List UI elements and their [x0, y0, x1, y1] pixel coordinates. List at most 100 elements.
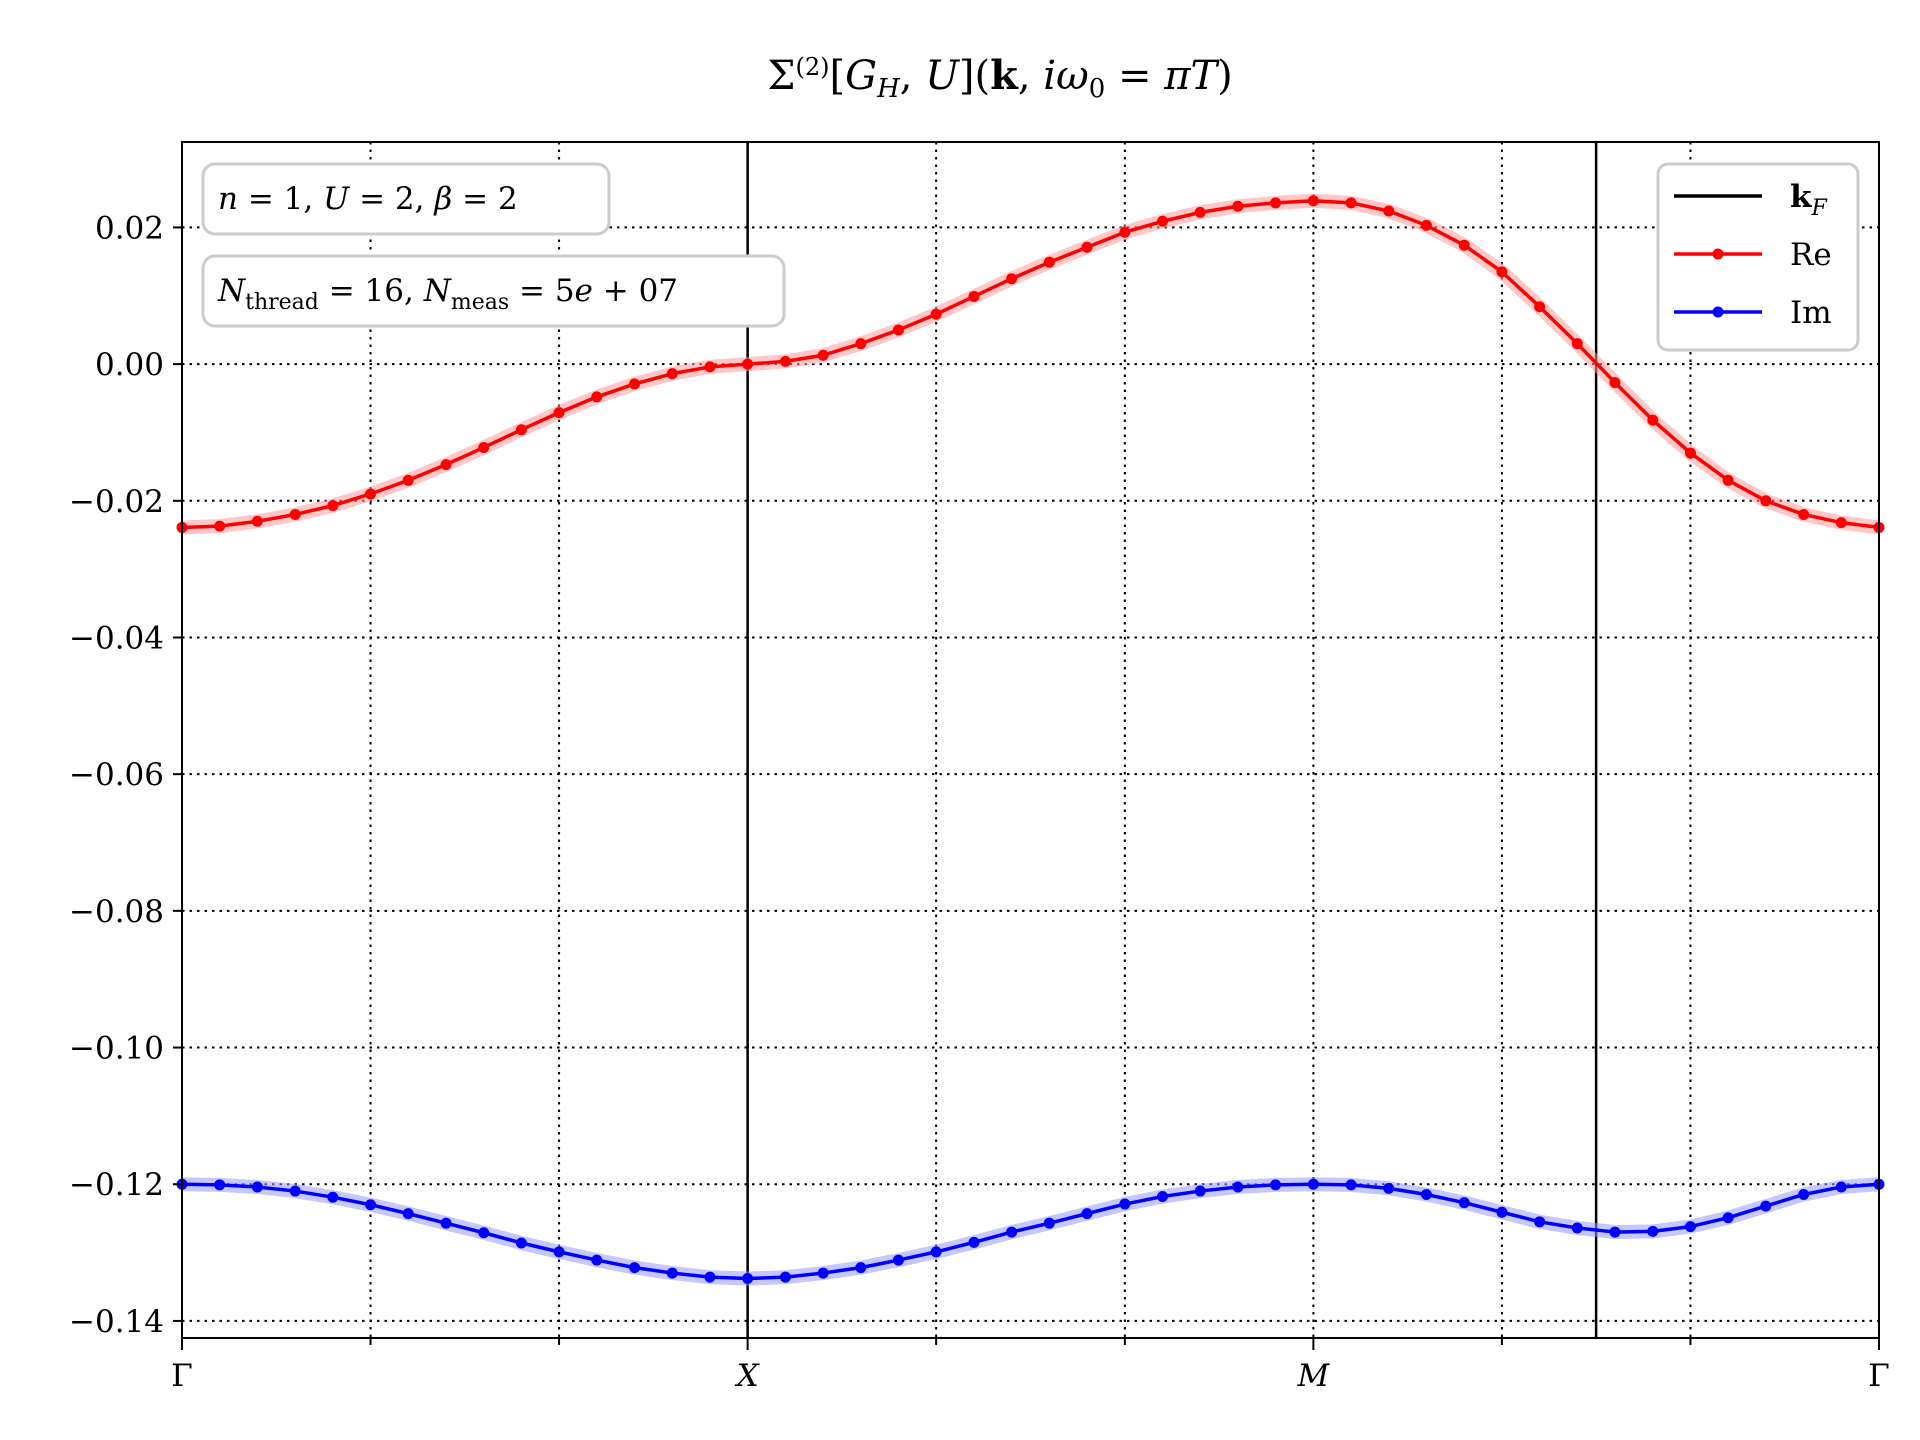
data-point	[1383, 1182, 1395, 1194]
data-point	[704, 1271, 716, 1283]
data-point	[779, 1271, 791, 1283]
data-point	[892, 324, 904, 336]
data-point	[1420, 219, 1432, 231]
data-point	[1006, 273, 1018, 285]
data-series	[176, 193, 1885, 1286]
data-point	[1722, 474, 1734, 486]
data-point	[1722, 1212, 1734, 1224]
data-point	[1157, 1191, 1169, 1203]
data-point	[440, 1217, 452, 1229]
legend-marker	[1712, 248, 1724, 260]
data-point	[1006, 1226, 1018, 1238]
data-point	[478, 1227, 490, 1239]
data-point	[666, 368, 678, 380]
x-tick-label: X	[735, 1358, 761, 1394]
data-point	[553, 1246, 565, 1258]
data-point	[402, 1208, 414, 1220]
y-tick-label: −0.12	[69, 1167, 164, 1203]
data-point	[1534, 1216, 1546, 1228]
x-tick-label: Γ	[1868, 1358, 1890, 1394]
data-point	[855, 1262, 867, 1274]
data-point	[1270, 197, 1282, 209]
data-point	[1420, 1188, 1432, 1200]
chart-title: Σ(2)[GH, U](k, iω0 = πT)	[767, 52, 1233, 104]
data-point	[1571, 1222, 1583, 1234]
data-point	[1647, 414, 1659, 426]
data-point	[1609, 1226, 1621, 1238]
data-point	[704, 361, 716, 373]
data-point	[629, 378, 641, 390]
series-line	[181, 199, 1880, 530]
data-point	[742, 1273, 754, 1285]
data-point	[365, 1199, 377, 1211]
x-tick-label: M	[1297, 1358, 1331, 1394]
grid-lines	[182, 142, 1879, 1338]
data-point	[1081, 241, 1093, 253]
data-point	[1798, 508, 1810, 520]
data-point	[1270, 1179, 1282, 1191]
data-point	[591, 1254, 603, 1266]
data-point	[1307, 195, 1319, 207]
data-point	[742, 358, 754, 370]
data-point	[1232, 1181, 1244, 1193]
legend-entry-im: Im	[1674, 295, 1832, 331]
data-point	[1571, 338, 1583, 350]
data-point	[1534, 301, 1546, 313]
data-point	[892, 1254, 904, 1266]
data-point	[214, 520, 226, 532]
y-tick-label: 0.02	[95, 210, 164, 246]
data-point	[1232, 200, 1244, 212]
x-tick-label: Γ	[171, 1358, 193, 1394]
legend-entry-re: Re	[1674, 237, 1832, 273]
y-tick-label: −0.10	[69, 1031, 164, 1067]
data-point	[402, 474, 414, 486]
plot-area-frame	[181, 141, 1880, 1339]
svg-text:n = 1, U = 2, β = 2: n = 1, U = 2, β = 2	[218, 181, 518, 217]
y-tick-label: 0.00	[95, 347, 164, 383]
data-point	[817, 1267, 829, 1279]
simulation-info-box: Nthread = 16, Nmeas = 5e + 07	[201, 254, 786, 328]
data-point	[1609, 377, 1621, 389]
data-point	[1345, 1179, 1357, 1191]
legend-label: kF	[1790, 179, 1827, 221]
data-point	[515, 1237, 527, 1249]
data-point	[478, 441, 490, 453]
parameter-box: n = 1, U = 2, β = 2	[201, 162, 611, 236]
series-re	[176, 193, 1885, 535]
data-point	[1835, 517, 1847, 529]
data-point	[251, 515, 263, 527]
y-tick-label: −0.02	[69, 484, 164, 520]
data-point	[515, 424, 527, 436]
data-point	[1760, 1200, 1772, 1212]
y-tick-label: −0.04	[69, 620, 164, 656]
legend-box	[1656, 162, 1860, 352]
legend: kF Re Im	[1656, 162, 1860, 352]
y-tick-label: −0.14	[69, 1304, 164, 1340]
fermi-momentum-lines	[746, 142, 1598, 1338]
data-point	[1798, 1188, 1810, 1200]
data-point	[289, 1185, 301, 1197]
data-point	[1383, 205, 1395, 217]
data-point	[666, 1267, 678, 1279]
data-point	[1496, 1206, 1508, 1218]
data-point	[855, 338, 867, 350]
data-point	[1081, 1208, 1093, 1220]
data-point	[440, 459, 452, 471]
y-tick-label: −0.06	[69, 757, 164, 793]
data-point	[251, 1181, 263, 1193]
data-point	[1119, 226, 1131, 238]
data-point	[1345, 197, 1357, 209]
data-point	[1307, 1178, 1319, 1190]
legend-entry-kf: kF	[1674, 179, 1827, 221]
data-point	[1647, 1225, 1659, 1237]
legend-label: Re	[1790, 237, 1832, 273]
legend-marker	[1712, 306, 1724, 318]
data-point	[214, 1179, 226, 1191]
data-point	[1043, 256, 1055, 268]
data-point	[1194, 1185, 1206, 1197]
data-point	[817, 349, 829, 361]
data-point	[968, 290, 980, 302]
data-point	[930, 1246, 942, 1258]
data-point	[629, 1262, 641, 1274]
